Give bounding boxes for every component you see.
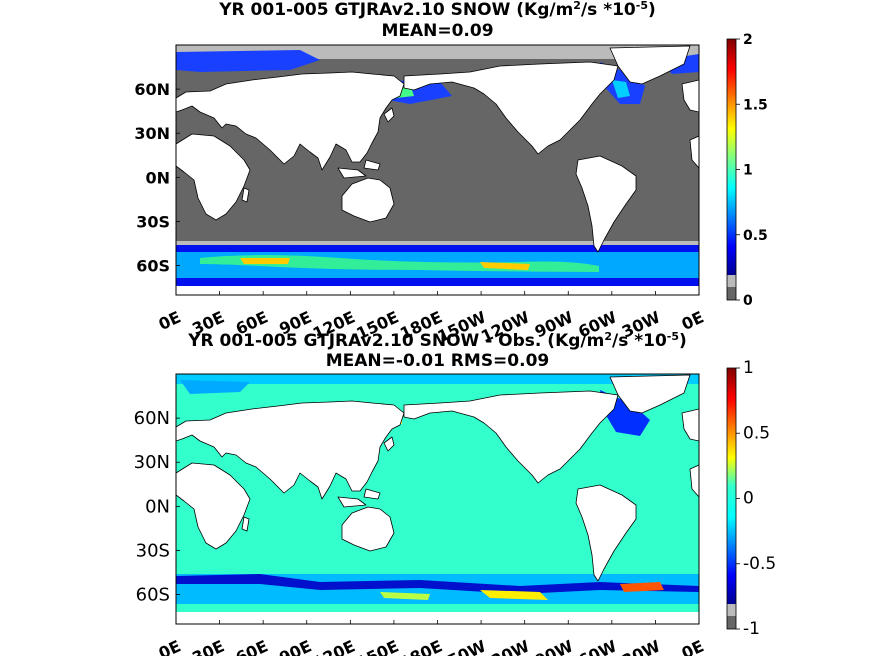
bottom-snow-diff-map (176, 374, 699, 624)
top-map-arctic-snow-west (176, 50, 320, 72)
top-colorbar-label: 2 (743, 32, 753, 48)
bottom-xtick-label: 30E (189, 636, 227, 656)
top-colorbar-gradient (727, 39, 736, 275)
top-colorbar-zero-swatch (727, 287, 736, 300)
bottom-xtick-label: 0E (156, 636, 184, 656)
top-map-antarctic-ice-edge (176, 241, 699, 247)
bottom-xtick-label: 30W (619, 636, 664, 656)
top-xtick-label: 0E (679, 307, 707, 334)
bottom-colorbar-label: 1 (743, 358, 754, 378)
top-colorbar-label: 1 (743, 163, 753, 179)
top-xtick-label: 90W (532, 307, 577, 341)
bottom-xtick-label: 180E (397, 636, 445, 656)
bottom-xtick-label: 150E (353, 636, 401, 656)
top-xtick-label: 60E (233, 307, 271, 338)
bottom-colorbar-gradient (727, 368, 736, 604)
top-map-atlantic-core (612, 80, 630, 98)
bottom-ytick-label: 30N (134, 452, 170, 473)
top-ytick-label: 30N (134, 124, 170, 143)
top-ytick-label: 60S (136, 257, 170, 276)
bottom-map-arctic-band (176, 374, 699, 384)
bottom-map-southern-negative (176, 574, 699, 594)
bottom-ytick-label: 60S (136, 585, 170, 606)
bottom-map-southern-positive-1 (480, 590, 548, 600)
bottom-colorbar-label: -1 (743, 619, 760, 639)
bottom-colorbar-land-swatch (727, 616, 736, 629)
bottom-map-subtitle: MEAN=-0.01 RMS=0.09 (325, 351, 550, 371)
bottom-map-southern-positive-2 (620, 582, 664, 592)
bottom-colorbar-label: 0 (743, 489, 754, 509)
bottom-xtick-label: 60E (233, 636, 271, 656)
top-xtick-label: 0E (156, 307, 184, 334)
top-colorbar-label: 1.5 (743, 97, 768, 113)
top-ytick-label: 30S (136, 212, 170, 231)
bottom-xtick-label: 60W (575, 636, 620, 656)
top-colorbar-ice-swatch (727, 275, 736, 287)
top-map-southern-ocean-peak-1 (240, 258, 290, 264)
top-xtick-label: 30W (619, 307, 664, 341)
bottom-map-arctic-negative (180, 380, 250, 394)
bottom-xtick-label: 90W (532, 636, 577, 656)
top-xtick-label: 90E (276, 307, 314, 338)
bottom-ytick-label: 30S (136, 540, 170, 561)
bottom-colorbar-label: 0.5 (743, 423, 770, 443)
bottom-xtick-label: 120E (310, 636, 358, 656)
bottom-map-southern-positive-3 (380, 592, 430, 600)
top-colorbar-label: 0.5 (743, 228, 768, 244)
bottom-map-title: YR 001-005 GTJRAv2.10 SNOW - Obs. (Kg/m2… (188, 330, 687, 351)
top-map-southern-ocean-peak-2 (480, 262, 530, 270)
top-xtick-label: 150E (353, 307, 401, 343)
top-colorbar-label: 0 (743, 293, 753, 309)
top-map-subtitle: MEAN=0.09 (381, 21, 494, 41)
bottom-xtick-label: 0E (679, 636, 707, 656)
top-xtick-label: 60W (575, 307, 620, 341)
bottom-ytick-label: 60N (134, 408, 170, 429)
top-ytick-label: 0N (145, 168, 170, 187)
bottom-colorbar-ice-swatch (727, 604, 736, 616)
top-xtick-label: 120W (478, 307, 533, 346)
bottom-ytick-label: 0N (145, 496, 170, 517)
top-xtick-label: 120E (310, 307, 358, 343)
bottom-xtick-label: 90E (276, 636, 314, 656)
bottom-colorbar-label: -0.5 (743, 554, 776, 574)
top-map-antarctica (176, 286, 699, 295)
top-xtick-label: 30E (189, 307, 227, 338)
top-snow-map (176, 45, 699, 295)
top-map-title: YR 001-005 GTJRAv2.10 SNOW (Kg/m2/s *10-… (219, 0, 656, 20)
top-ytick-label: 60N (134, 80, 170, 99)
